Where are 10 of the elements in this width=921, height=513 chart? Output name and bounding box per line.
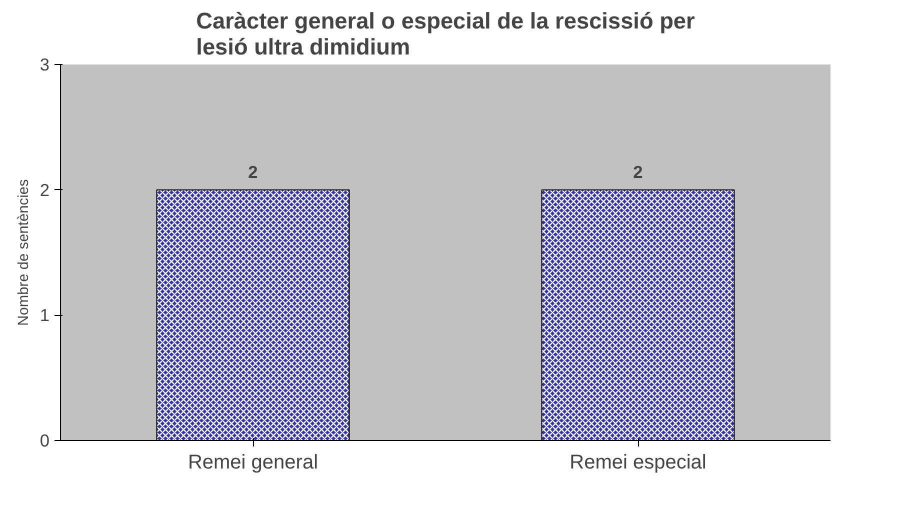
chart-title: Caràcter general o especial de la rescissió per lesió ultra dimidium (196, 8, 696, 60)
y-tick-label: 1 (40, 305, 50, 326)
y-tick-label: 3 (40, 54, 50, 74)
data-label: 2 (248, 162, 258, 182)
y-tick-label: 2 (40, 180, 50, 200)
data-label: 2 (633, 162, 643, 182)
x-tick-label: Remei general (188, 452, 318, 474)
x-tick-label: Remei especial (570, 452, 706, 474)
y-tick-label: 0 (40, 430, 50, 450)
y-axis-title: Nombre de sentències (16, 179, 32, 326)
